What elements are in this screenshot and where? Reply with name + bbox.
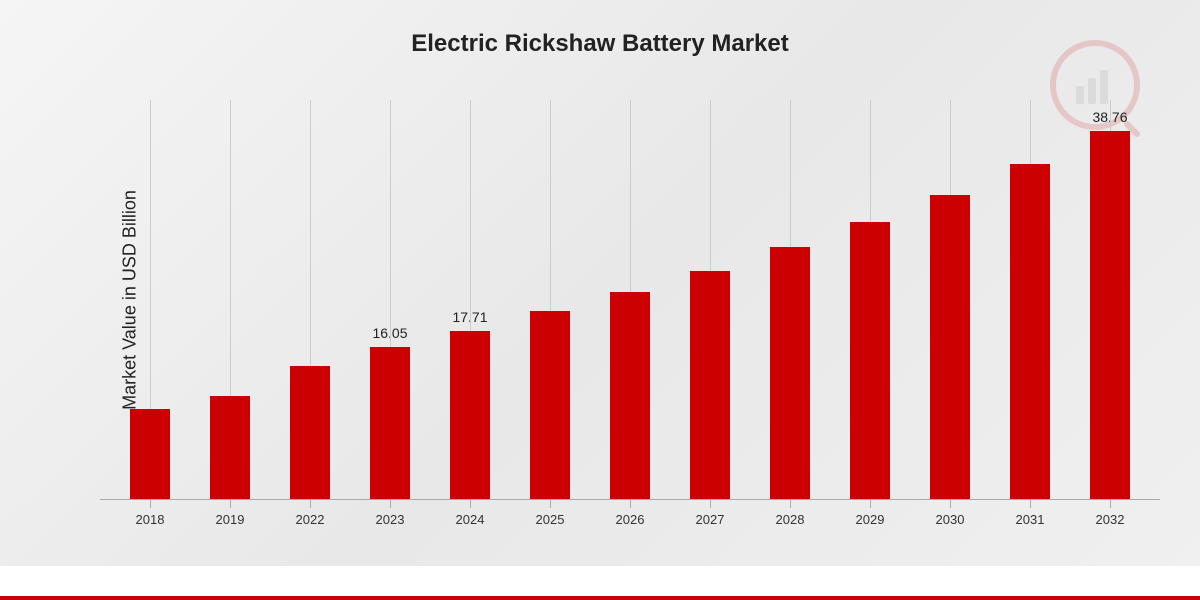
bar-group: 16.05 (350, 100, 430, 499)
bar-group (910, 100, 990, 499)
x-tick-text: 2031 (1016, 512, 1045, 527)
bar (690, 271, 730, 499)
bar (130, 409, 170, 499)
x-tick-text: 2024 (456, 512, 485, 527)
bar (1010, 164, 1050, 499)
bar-group: 38.76 (1070, 100, 1150, 499)
x-tick (310, 500, 311, 508)
bar (770, 247, 810, 499)
x-tick-text: 2025 (536, 512, 565, 527)
bar (610, 292, 650, 499)
x-axis-labels: 2018 2019 2022 2023 2024 2025 2026 2027 2028 2029… (100, 500, 1160, 540)
bar-group (510, 100, 590, 499)
bar (290, 366, 330, 499)
bar (930, 195, 970, 499)
bar (850, 222, 890, 499)
x-tick-label: 2022 (270, 500, 350, 540)
bar-group (750, 100, 830, 499)
bottom-accent-bar (0, 596, 1200, 600)
x-tick-label: 2025 (510, 500, 590, 540)
x-tick-label: 2018 (110, 500, 190, 540)
bar (530, 311, 570, 499)
bar (210, 396, 250, 499)
x-tick-text: 2032 (1096, 512, 1125, 527)
bars-group: 16.0517.71 38.76 (100, 100, 1160, 499)
x-tick (630, 500, 631, 508)
x-tick-label: 2032 (1070, 500, 1150, 540)
x-tick-label: 2026 (590, 500, 670, 540)
bar-group (190, 100, 270, 499)
x-tick-text: 2030 (936, 512, 965, 527)
x-tick (710, 500, 711, 508)
x-tick-label: 2030 (910, 500, 990, 540)
x-tick-label: 2028 (750, 500, 830, 540)
x-tick (390, 500, 391, 508)
x-tick (230, 500, 231, 508)
bar-group (670, 100, 750, 499)
plot-area: 16.0517.71 38.76 (100, 100, 1160, 500)
x-tick-text: 2029 (856, 512, 885, 527)
x-tick-text: 2022 (296, 512, 325, 527)
chart-title: Electric Rickshaw Battery Market (0, 0, 1200, 58)
x-tick (470, 500, 471, 508)
x-tick-label: 2029 (830, 500, 910, 540)
x-tick (790, 500, 791, 508)
x-tick (1030, 500, 1031, 508)
bar-group (990, 100, 1070, 499)
x-tick (1110, 500, 1111, 508)
x-tick-text: 2027 (696, 512, 725, 527)
x-tick-label: 2031 (990, 500, 1070, 540)
bar (1090, 131, 1130, 499)
bar-group (590, 100, 670, 499)
x-tick (550, 500, 551, 508)
x-tick-text: 2019 (216, 512, 245, 527)
bottom-white-band (0, 566, 1200, 596)
bar-group: 17.71 (430, 100, 510, 499)
x-tick-label: 2019 (190, 500, 270, 540)
bar-group (110, 100, 190, 499)
x-tick-text: 2023 (376, 512, 405, 527)
bar (370, 347, 410, 499)
x-tick (150, 500, 151, 508)
x-tick-label: 2027 (670, 500, 750, 540)
bar (450, 331, 490, 499)
x-tick-text: 2018 (136, 512, 165, 527)
x-tick (950, 500, 951, 508)
chart-container: 16.0517.71 38.76 2018 2019 2022 2023 2024 2025… (100, 100, 1160, 540)
x-tick-text: 2028 (776, 512, 805, 527)
x-tick-label: 2024 (430, 500, 510, 540)
x-tick-text: 2026 (616, 512, 645, 527)
x-tick-label: 2023 (350, 500, 430, 540)
bar-group (270, 100, 350, 499)
x-tick (870, 500, 871, 508)
bar-group (830, 100, 910, 499)
